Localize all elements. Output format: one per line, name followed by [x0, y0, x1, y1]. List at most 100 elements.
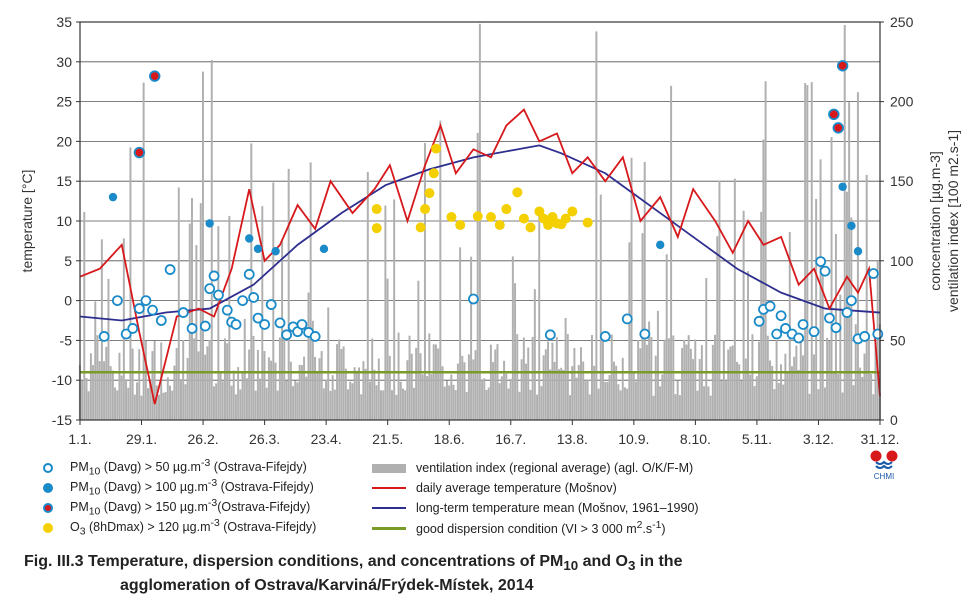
ventilation-bar — [309, 162, 312, 421]
ventilation-bar — [736, 361, 739, 420]
y-right-ticks: 250 200 150 100 50 0 — [880, 14, 914, 428]
ventilation-bar — [85, 378, 88, 420]
ventilation-bar — [237, 367, 240, 420]
ventilation-bar — [639, 348, 642, 420]
o3-point — [518, 213, 529, 224]
x-tick-label: 8.10. — [680, 431, 711, 447]
ventilation-bar — [637, 340, 640, 420]
pm10-50-point — [544, 329, 556, 341]
pm10-50-point — [248, 292, 260, 303]
ventilation-bar — [496, 344, 499, 420]
ventilation-bar — [837, 373, 840, 420]
y-right-tick-label: 50 — [890, 332, 906, 348]
ventilation-bar — [358, 367, 360, 420]
ventilation-bar — [709, 395, 712, 420]
pm10-50-point — [177, 307, 189, 318]
ventilation-bar — [492, 362, 495, 420]
pm10-50-point — [230, 319, 242, 330]
ventilation-bar — [775, 340, 778, 420]
ventilation-bar — [478, 23, 481, 420]
ventilation-bar — [656, 310, 659, 420]
ventilation-bar — [487, 387, 490, 420]
pm10-50-point — [237, 295, 249, 307]
ventilation-bar — [274, 362, 277, 420]
ventilation-bar — [634, 381, 637, 420]
ventilation-bar — [619, 390, 622, 420]
ventilation-bar — [612, 361, 615, 420]
pm10-50-point — [140, 295, 152, 307]
ventilation-bar — [136, 382, 139, 420]
x-tick-label: 1.1. — [68, 431, 91, 447]
ventilation-bar — [498, 383, 501, 420]
ventilation-bar — [685, 344, 688, 420]
ventilation-bar — [89, 353, 92, 420]
ventilation-bar — [439, 120, 442, 421]
pm10-50-point — [468, 293, 479, 305]
ventilation-bar — [780, 364, 782, 420]
ventilation-bar — [193, 338, 196, 420]
ventilation-bar — [116, 390, 119, 420]
ventilation-bar — [696, 390, 699, 420]
ventilation-bar — [450, 374, 453, 420]
x-tick-label: 10.9. — [618, 431, 649, 447]
ventilation-bar — [173, 365, 176, 420]
ventilation-bar — [199, 203, 202, 420]
x-tick-label: 26.3. — [249, 431, 280, 447]
x-tick-label: 23.4. — [311, 431, 342, 447]
ventilation-bar — [283, 339, 286, 420]
ventilation-bar — [753, 386, 756, 420]
ventilation-bar — [215, 383, 218, 420]
pm10-50-point — [213, 289, 224, 301]
ventilation-bar — [722, 340, 725, 420]
ventilation-bar — [338, 339, 341, 420]
pm10-50-point — [259, 319, 271, 330]
ventilation-bar — [584, 381, 587, 420]
ventilation-bar — [292, 386, 295, 420]
ventilation-bar — [549, 369, 552, 420]
ventilation-bar — [131, 348, 134, 420]
ventilation-bar — [406, 360, 409, 420]
ventilation-bar — [395, 394, 398, 420]
y-right-label-1: concentration [µg.m-3] — [927, 151, 943, 291]
ventilation-bar — [762, 139, 765, 420]
ventilation-bar — [456, 363, 459, 420]
pm10-50-point — [274, 317, 286, 329]
ventilation-bar — [509, 378, 512, 420]
ventilation-bar — [841, 392, 844, 420]
o3-point — [371, 204, 382, 215]
o3-point — [582, 217, 593, 228]
ventilation-bar — [586, 379, 589, 420]
ventilation-bar — [769, 360, 771, 420]
o3-point — [567, 206, 578, 217]
legend-item-pm100: PM10 (Davg) > 100 µg.m-3 (Ostrava-Fifejd… — [34, 478, 316, 498]
ventilation-bar — [808, 393, 811, 420]
pm10-100-point — [847, 221, 856, 230]
ventilation-bar — [465, 391, 468, 420]
pm10-100-point — [319, 244, 329, 254]
pm10-50-point — [797, 319, 809, 330]
legend-item-good-dispersion: good dispersion condition (VI > 3 000 m2… — [370, 518, 699, 538]
o3-point — [472, 211, 483, 222]
ventilation-bar — [573, 347, 576, 420]
ventilation-bar — [806, 85, 809, 420]
ventilation-bar — [373, 369, 376, 420]
ventilation-bar — [441, 366, 444, 420]
ventilation-bar — [184, 384, 187, 420]
ventilation-bar — [755, 376, 758, 420]
ventilation-bar — [571, 366, 574, 420]
pm10-50-point — [868, 268, 879, 279]
ventilation-bar — [103, 361, 106, 420]
ventilation-bar — [617, 384, 620, 420]
ventilation-bar — [221, 381, 224, 420]
ventilation-bar — [208, 339, 211, 420]
ventilation-bar — [111, 370, 114, 420]
ventilation-bar — [544, 349, 547, 420]
o3-point — [420, 204, 431, 215]
ventilation-bar — [529, 389, 532, 420]
y-left-label: temperature [°C] — [19, 170, 35, 273]
ventilation-bar — [720, 380, 723, 420]
ventilation-bar — [830, 137, 833, 420]
pm10-50-point — [265, 299, 277, 310]
ventilation-bar — [749, 374, 752, 420]
ventilation-bar — [547, 341, 550, 420]
